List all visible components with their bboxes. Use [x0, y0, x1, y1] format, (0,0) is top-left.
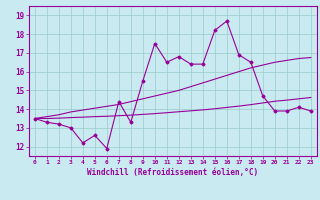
X-axis label: Windchill (Refroidissement éolien,°C): Windchill (Refroidissement éolien,°C) [87, 168, 258, 177]
